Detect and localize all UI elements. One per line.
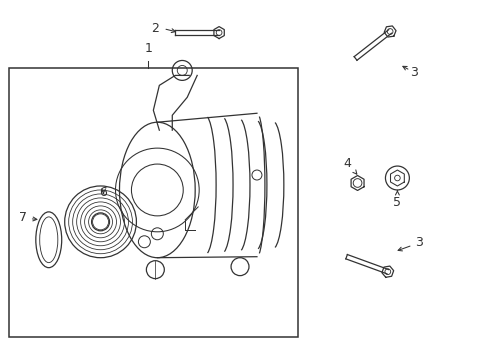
Text: 2: 2 (151, 22, 159, 35)
Text: 3: 3 (411, 66, 418, 79)
Text: 7: 7 (19, 211, 37, 224)
Bar (9, 68, 298, 337)
Text: 1: 1 (145, 42, 152, 55)
Text: 5: 5 (393, 191, 401, 210)
Text: 6: 6 (99, 186, 107, 199)
Text: 3: 3 (398, 236, 423, 251)
Text: 4: 4 (343, 157, 357, 174)
